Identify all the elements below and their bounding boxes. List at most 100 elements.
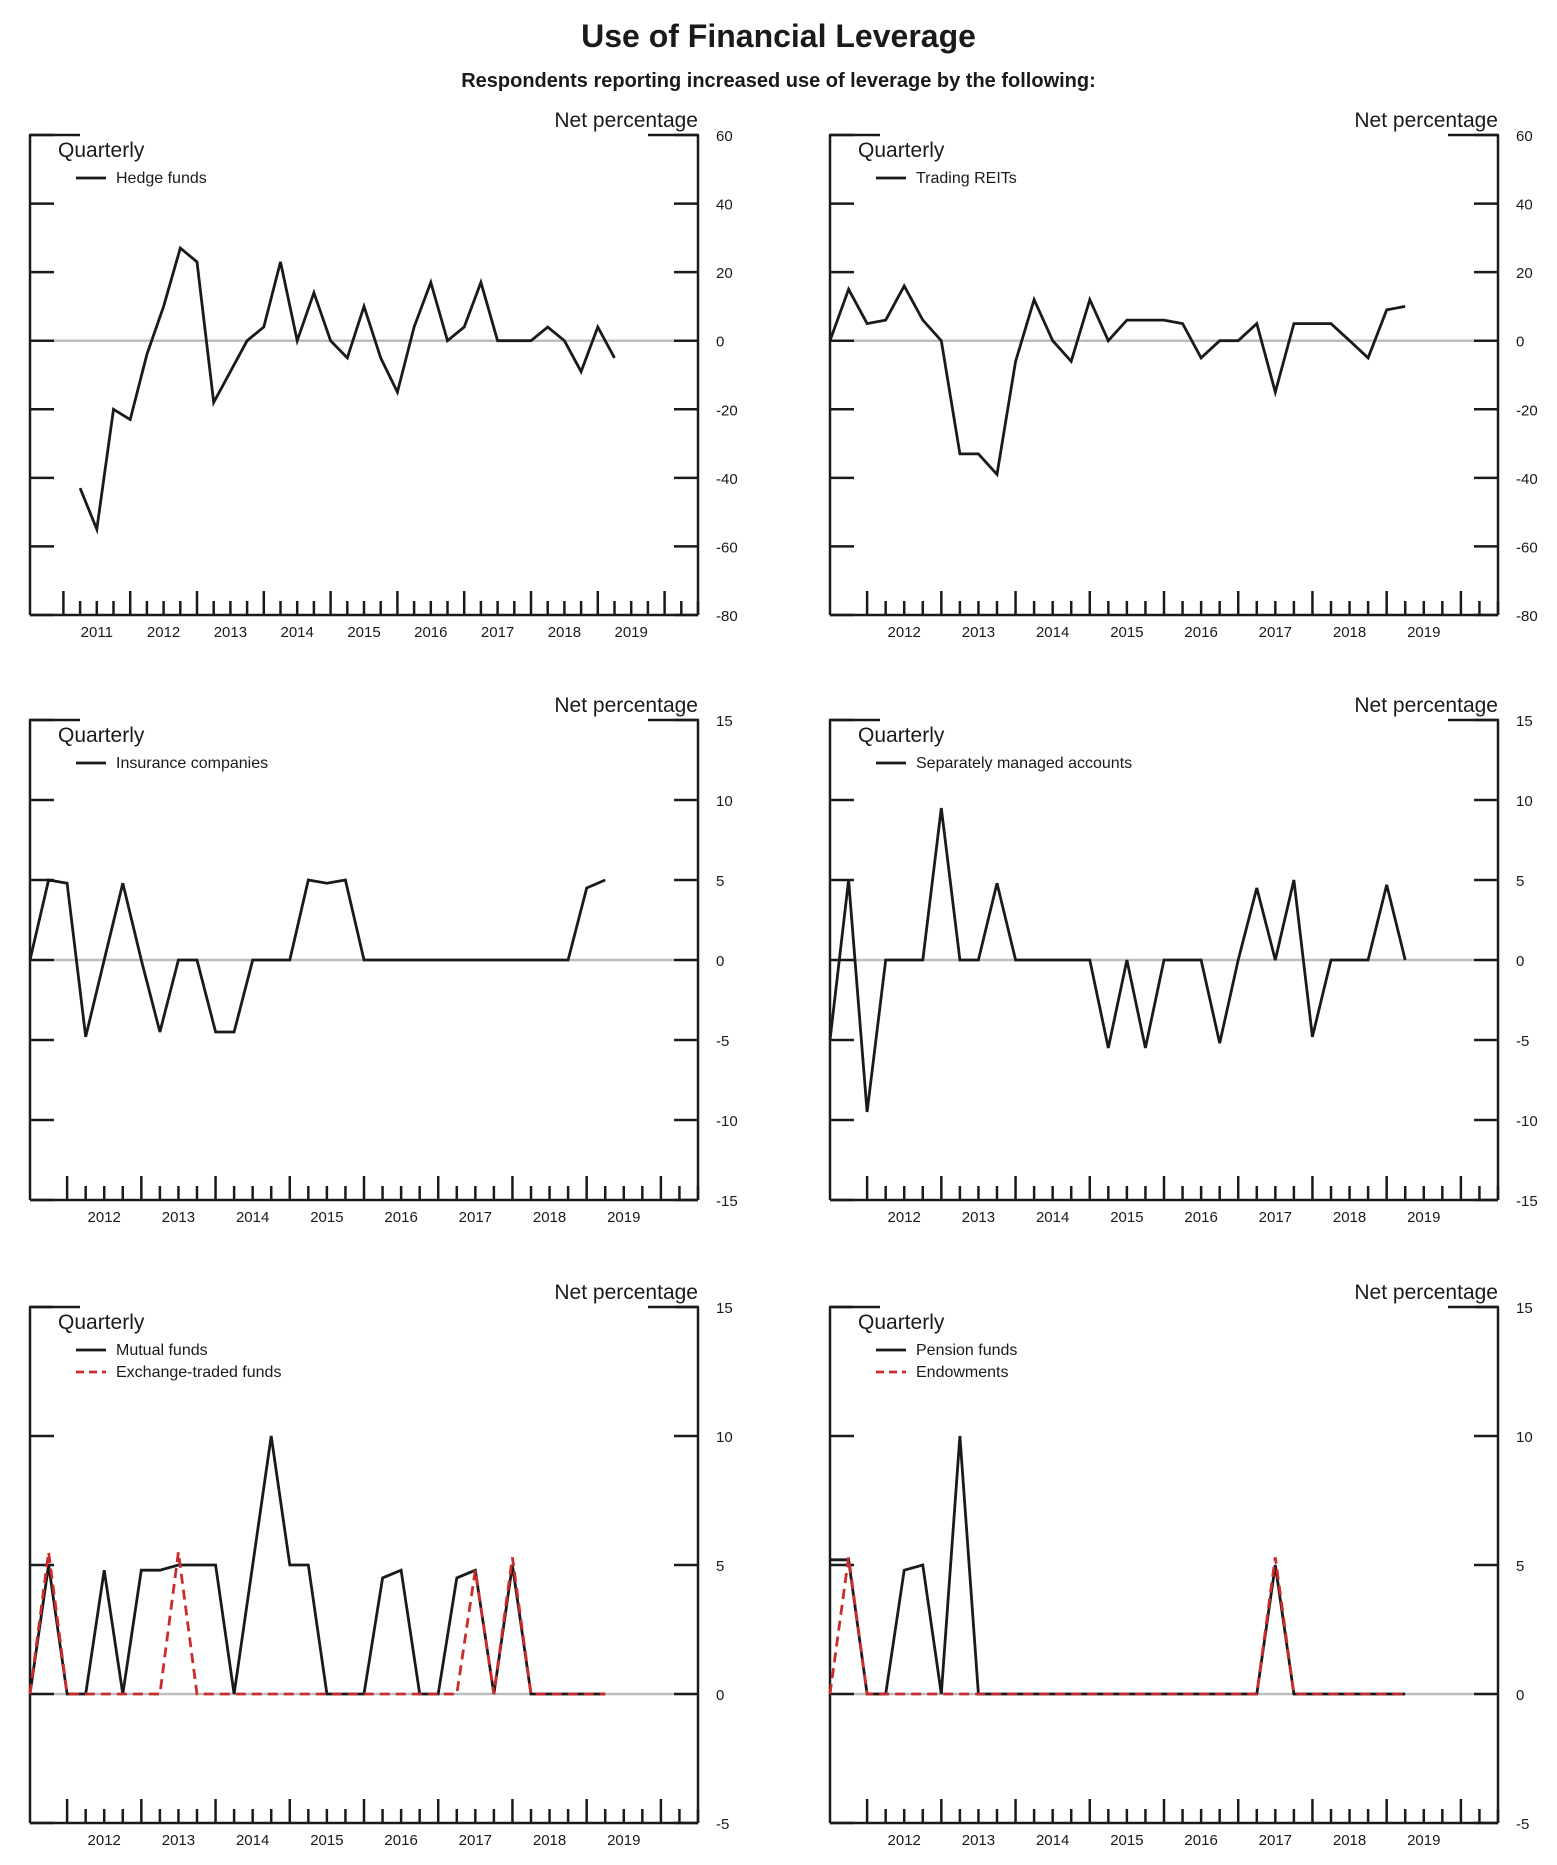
y-tick-label: 10 (716, 1429, 733, 1446)
legend-label: Trading REITs (916, 170, 1017, 187)
x-year-label: 2016 (1184, 1832, 1217, 1849)
frequency-label: Quarterly (858, 724, 945, 747)
chart-panel-2: 60 40 20 0 -20 -40 -60 -80 2012 2013 2014 2015 2016 2… (828, 109, 1538, 641)
x-year-label: 2018 (533, 1832, 566, 1849)
x-year-label: 2012 (88, 1209, 121, 1226)
y-tick-label: 0 (716, 334, 724, 351)
legend-label: Endowments (916, 1364, 1009, 1381)
y-tick-label: 10 (1516, 793, 1533, 810)
legend-label: Exchange-traded funds (116, 1364, 281, 1381)
frequency-label: Quarterly (858, 1311, 945, 1334)
y-tick-label: 5 (1516, 873, 1524, 890)
y-axis-title: Net percentage (1354, 109, 1498, 132)
series-line (828, 807, 1407, 1113)
x-year-label: 2012 (88, 1832, 121, 1849)
y-tick-label: -5 (1516, 1033, 1529, 1050)
frequency-label: Quarterly (58, 1311, 145, 1334)
frequency-label: Quarterly (58, 139, 145, 162)
x-year-label: 2012 (147, 624, 180, 641)
frequency-label: Quarterly (58, 724, 145, 747)
series-line (28, 1435, 606, 1696)
x-year-label: 2016 (414, 624, 447, 641)
chart-panel-5: 15 10 5 0 -5 2012 2013 2014 2015 2016 2017 2018 2019… (28, 1281, 733, 1849)
y-tick-label: 60 (716, 128, 733, 145)
y-tick-label: -15 (716, 1193, 738, 1210)
y-tick-label: 5 (716, 873, 724, 890)
series-line (828, 1557, 1406, 1696)
legend-label: Mutual funds (116, 1342, 208, 1359)
x-year-label: 2014 (1036, 624, 1069, 641)
x-year-label: 2019 (607, 1209, 640, 1226)
x-year-label: 2018 (548, 624, 581, 641)
x-year-label: 2013 (962, 624, 995, 641)
x-year-label: 2015 (1110, 624, 1143, 641)
y-axis-title: Net percentage (554, 1281, 698, 1304)
x-year-label: 2015 (1110, 1209, 1143, 1226)
x-year-label: 2019 (1407, 1209, 1440, 1226)
y-tick-label: 0 (1516, 1687, 1524, 1704)
x-year-label: 2019 (1407, 1832, 1440, 1849)
series-line (28, 878, 606, 1038)
y-tick-label: -80 (1516, 608, 1538, 625)
y-tick-label: 20 (1516, 265, 1533, 282)
y-tick-label: -60 (716, 539, 738, 556)
y-tick-label: 20 (716, 265, 733, 282)
x-year-label: 2013 (162, 1209, 195, 1226)
x-year-label: 2013 (162, 1832, 195, 1849)
x-year-label: 2016 (1184, 624, 1217, 641)
x-year-label: 2014 (1036, 1832, 1069, 1849)
page-title: Use of Financial Leverage (581, 18, 976, 54)
x-year-label: 2015 (310, 1209, 343, 1226)
x-year-label: 2015 (347, 624, 380, 641)
legend-label: Separately managed accounts (916, 755, 1132, 772)
x-year-label: 2012 (888, 624, 921, 641)
y-tick-label: -20 (1516, 402, 1538, 419)
x-year-label: 2019 (615, 624, 648, 641)
x-year-label: 2017 (1259, 1209, 1292, 1226)
series-line (828, 282, 1406, 478)
x-year-label: 2013 (962, 1209, 995, 1226)
y-tick-label: 15 (716, 713, 733, 730)
x-year-label: 2011 (81, 624, 113, 641)
x-year-label: 2014 (1036, 1209, 1069, 1226)
y-tick-label: 40 (1516, 197, 1533, 214)
y-tick-label: -80 (716, 608, 738, 625)
y-tick-label: -10 (1516, 1113, 1538, 1130)
x-year-label: 2015 (310, 1832, 343, 1849)
x-year-label: 2013 (962, 1832, 995, 1849)
y-tick-label: -10 (716, 1113, 738, 1130)
x-year-label: 2016 (384, 1209, 417, 1226)
series-line (28, 1551, 606, 1696)
legend-label: Insurance companies (116, 755, 268, 772)
y-tick-label: -5 (716, 1033, 729, 1050)
y-tick-label: 10 (716, 793, 733, 810)
x-year-label: 2017 (1259, 624, 1292, 641)
chart-panel-4: 15 10 5 0 -5 -10 -15 2012 2013 2014 2015 2016 2017 20… (828, 694, 1538, 1226)
y-tick-label: -5 (1516, 1816, 1529, 1833)
chart-panel-6: 15 10 5 0 -5 2012 2013 2014 2015 2016 2017 2018 2019… (828, 1281, 1533, 1849)
y-tick-label: 40 (716, 197, 733, 214)
chart-panel-1: 60 40 20 0 -20 -40 -60 -80 2011 2012 2013 2014 2015 2… (28, 109, 738, 641)
x-year-label: 2018 (1333, 1209, 1366, 1226)
x-year-label: 2016 (384, 1832, 417, 1849)
frequency-label: Quarterly (858, 139, 945, 162)
page-subtitle: Respondents reporting increased use of l… (461, 70, 1096, 92)
x-year-label: 2018 (1333, 1832, 1366, 1849)
y-tick-label: -40 (1516, 471, 1538, 488)
x-year-label: 2017 (459, 1832, 492, 1849)
y-tick-label: 5 (1516, 1558, 1524, 1575)
y-tick-label: 0 (1516, 334, 1524, 351)
x-year-label: 2018 (533, 1209, 566, 1226)
y-tick-label: 0 (716, 953, 724, 970)
legend-label: Hedge funds (116, 170, 207, 187)
y-tick-label: -15 (1516, 1193, 1538, 1210)
x-year-label: 2012 (888, 1832, 921, 1849)
y-tick-label: -20 (716, 402, 738, 419)
y-axis-title: Net percentage (554, 109, 698, 132)
y-tick-label: 15 (716, 1300, 733, 1317)
y-tick-label: -60 (1516, 539, 1538, 556)
y-axis-title: Net percentage (1354, 694, 1498, 717)
x-year-label: 2016 (1184, 1209, 1217, 1226)
x-year-label: 2017 (481, 624, 514, 641)
y-tick-label: -5 (716, 1816, 729, 1833)
